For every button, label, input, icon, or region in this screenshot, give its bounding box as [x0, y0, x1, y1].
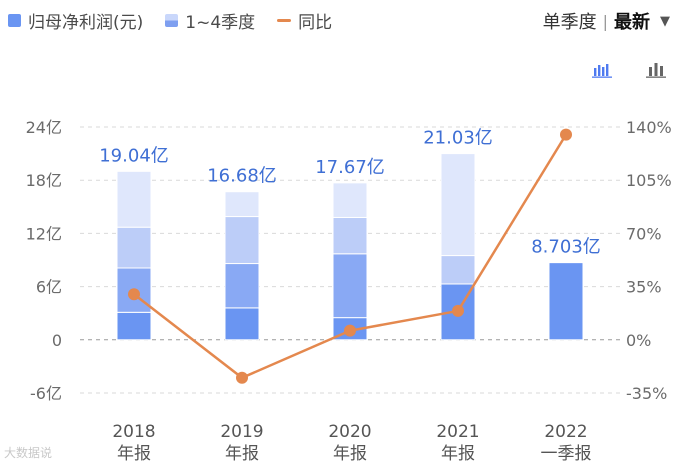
bar-segment: [116, 226, 152, 269]
bar-segment: [224, 307, 260, 341]
x-tick-label-year: 2020: [328, 422, 371, 442]
left-axis-tick-label: 6亿: [36, 278, 62, 297]
period-controls: 单季度 | 最新 ▼: [543, 8, 670, 34]
left-axis-tick-label: 24亿: [26, 118, 62, 137]
watermark: 大数据说: [4, 446, 53, 460]
yoy-point: [236, 371, 248, 384]
bar-segment: [332, 182, 368, 218]
right-axis-tick-label: 35%: [626, 278, 662, 297]
x-tick-label-year: 2018: [112, 422, 155, 442]
right-axis-tick-label: 0%: [626, 331, 651, 350]
yoy-point: [560, 128, 572, 141]
view-switcher: [592, 62, 666, 78]
bar-total-label: 21.03亿: [423, 128, 493, 149]
bar-segment: [548, 262, 584, 341]
bar-segment: [332, 216, 368, 255]
x-tick-label-type: 年报: [117, 444, 151, 464]
legend-item-yoy[interactable]: 同比: [277, 8, 332, 33]
latest-dropdown[interactable]: 最新: [614, 12, 650, 33]
left-axis-tick-label: 12亿: [26, 224, 62, 243]
legend-item-profit[interactable]: 归母净利润(元): [8, 8, 143, 33]
bar-segment: [116, 170, 152, 228]
yoy-point: [344, 324, 356, 337]
x-tick-label-year: 2022: [544, 422, 587, 442]
bar-segment: [440, 153, 476, 257]
bar-segment: [332, 253, 368, 319]
bar-total-label: 17.67亿: [315, 157, 385, 178]
right-axis-tick-label: 140%: [626, 118, 672, 137]
yoy-line-icon: [277, 19, 292, 22]
x-tick-label-type: 一季报: [541, 444, 592, 464]
right-axis-tick-label: 70%: [626, 224, 662, 243]
bar-segment: [224, 216, 260, 265]
controls-separator: |: [602, 11, 608, 31]
legend-profit-label: 归母净利润(元): [28, 13, 144, 33]
bar-segment: [116, 311, 152, 341]
legend-item-quarters[interactable]: 1~4季度: [165, 8, 255, 33]
x-tick-label-type: 年报: [333, 444, 367, 464]
left-axis-tick-label: -6亿: [30, 384, 62, 403]
profit-swatch-icon: [8, 14, 21, 27]
left-axis-tick-label: 0: [52, 331, 62, 350]
x-tick-label-type: 年报: [441, 444, 475, 464]
bar-view-icon[interactable]: [646, 62, 666, 78]
x-tick-label-type: 年报: [225, 444, 259, 464]
right-axis-tick-label: -35%: [626, 384, 667, 403]
single-quarter-toggle[interactable]: 单季度: [542, 12, 597, 33]
x-tick-label-year: 2019: [220, 422, 263, 442]
quarters-swatch-icon: [165, 14, 179, 27]
legend-yoy-label: 同比: [298, 13, 333, 33]
bar-segment: [440, 255, 476, 285]
bar-total-label: 8.703亿: [531, 237, 601, 258]
yoy-point: [128, 288, 140, 301]
yoy-point: [452, 304, 464, 317]
bar-total-label: 19.04亿: [99, 145, 169, 166]
caret-down-icon[interactable]: ▼: [660, 13, 670, 29]
right-axis-tick-label: 105%: [626, 171, 672, 190]
bar-segment: [224, 191, 260, 218]
bar-segment: [224, 263, 260, 309]
bar-total-label: 16.68亿: [207, 166, 277, 187]
legend: 归母净利润(元) 1~4季度 同比: [8, 8, 346, 33]
legend-quarters-label: 1~4季度: [185, 13, 256, 33]
x-tick-label-year: 2021: [436, 422, 479, 442]
grouped-bar-view-icon[interactable]: [592, 62, 612, 78]
left-axis-tick-label: 18亿: [26, 171, 62, 190]
